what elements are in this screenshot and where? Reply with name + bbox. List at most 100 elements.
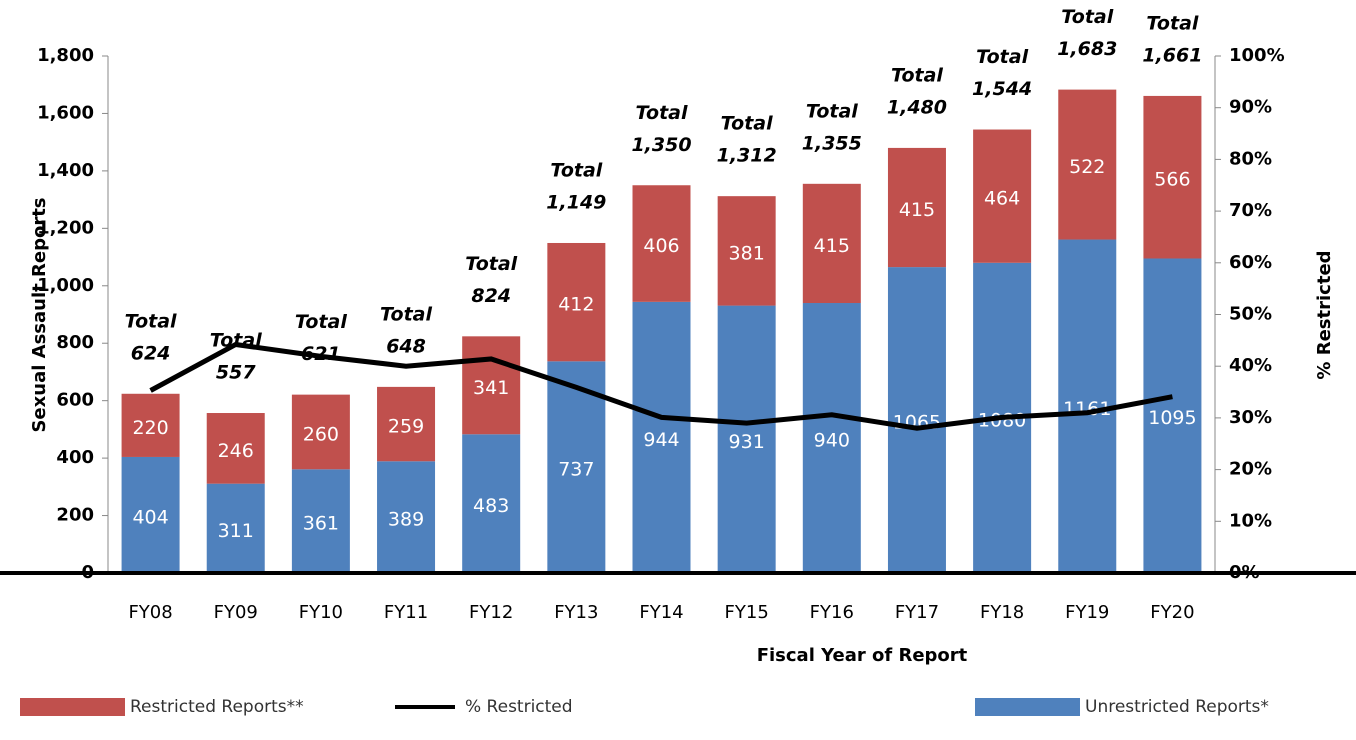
x-tick-label: FY12 [469, 602, 513, 623]
data-label: 931 [729, 431, 765, 453]
bar-segment [547, 242, 606, 362]
y-tick-label: 400 [56, 447, 94, 468]
x-tick-label: FY15 [725, 602, 769, 623]
bar-segment [377, 461, 436, 573]
total-prefix: Total [721, 113, 773, 135]
bar-segment [717, 196, 776, 306]
bar-segment [1143, 258, 1202, 573]
total-prefix: Total [465, 253, 517, 275]
bar-segment [121, 393, 180, 457]
bar-segment [206, 413, 265, 484]
x-axis-title: Fiscal Year of Report [757, 645, 968, 666]
total-prefix: Total [891, 64, 943, 86]
data-label: 944 [643, 429, 679, 451]
total-prefix: Total [380, 303, 432, 325]
bar-segment [632, 301, 691, 573]
y-axis-title: Sexual Assault Reports [29, 197, 50, 432]
y2-tick-label: 20% [1229, 459, 1272, 480]
legend-label: Restricted Reports** [130, 697, 304, 717]
bar-segment [291, 394, 350, 470]
x-tick-label: FY18 [980, 602, 1024, 623]
total-label: 648 [386, 335, 426, 357]
data-label: 566 [1154, 169, 1190, 191]
data-label: 406 [643, 235, 679, 257]
bar-segment [802, 183, 861, 304]
bar-segment [121, 456, 180, 573]
y2-tick-label: 50% [1229, 304, 1272, 325]
y-tick-label: 1,200 [37, 217, 94, 238]
y-tick-label: 200 [56, 505, 94, 526]
x-tick-label: FY20 [1150, 602, 1194, 623]
x-tick-label: FY08 [128, 602, 172, 623]
legend-swatch [975, 698, 1080, 716]
y-tick-label: 1,600 [37, 102, 94, 123]
total-prefix: Total [125, 310, 177, 332]
y2-axis-title: % Restricted [1314, 250, 1335, 379]
data-label: 1095 [1148, 407, 1196, 429]
total-prefix: Total [295, 311, 347, 333]
x-tick-label: FY17 [895, 602, 939, 623]
bar-segment [377, 386, 436, 462]
bar-segment [887, 147, 946, 268]
total-prefix: Total [1146, 12, 1198, 34]
legend-label: % Restricted [465, 697, 573, 717]
total-prefix: Total [976, 46, 1028, 68]
data-label: 260 [303, 423, 339, 445]
total-label: 824 [471, 285, 511, 307]
bar-segment [462, 434, 521, 573]
bar-segment [887, 267, 946, 573]
y2-tick-label: 100% [1229, 45, 1285, 66]
total-label: 1,661 [1142, 44, 1202, 66]
y-tick-label: 800 [56, 332, 94, 353]
legend-label: Unrestricted Reports* [1085, 697, 1269, 717]
data-label: 404 [132, 506, 168, 528]
y2-tick-label: 90% [1229, 97, 1272, 118]
data-label: 220 [132, 417, 168, 439]
x-tick-label: FY11 [384, 602, 428, 623]
y2-tick-label: 60% [1229, 252, 1272, 273]
total-label: 557 [216, 362, 256, 384]
data-label: 259 [388, 416, 424, 438]
x-tick-label: FY16 [810, 602, 854, 623]
bar-segment [1058, 239, 1117, 573]
bar-segment [717, 305, 776, 573]
total-label: 1,683 [1057, 38, 1117, 60]
y2-tick-label: 70% [1229, 200, 1272, 221]
data-label: 341 [473, 377, 509, 399]
data-label: 381 [729, 242, 765, 264]
bar-segment [973, 129, 1032, 263]
data-label: 361 [303, 513, 339, 535]
total-prefix: Total [806, 100, 858, 122]
y2-tick-label: 30% [1229, 407, 1272, 428]
data-label: 464 [984, 188, 1020, 210]
data-label: 737 [558, 459, 594, 481]
data-label: 389 [388, 509, 424, 531]
data-label: 311 [218, 520, 254, 542]
line-series [149, 341, 1173, 431]
y2-tick-label: 40% [1229, 355, 1272, 376]
bar-segment [462, 336, 521, 435]
total-label: 1,312 [717, 145, 777, 167]
total-prefix: Total [636, 102, 688, 124]
data-label: 522 [1069, 156, 1105, 178]
data-label: 940 [814, 430, 850, 452]
total-label: 1,350 [631, 134, 691, 156]
total-label: 1,480 [887, 96, 947, 118]
data-label: 415 [814, 235, 850, 257]
y-tick-label: 1,400 [37, 160, 94, 181]
bar-segment [1143, 95, 1202, 259]
y2-tick-label: 80% [1229, 148, 1272, 169]
x-tick-label: FY09 [214, 602, 258, 623]
y2-tick-label: 10% [1229, 510, 1272, 531]
x-tick-label: FY13 [554, 602, 598, 623]
total-label: 1,149 [546, 191, 606, 213]
y-tick-label: 600 [56, 390, 94, 411]
x-tick-label: FY10 [299, 602, 343, 623]
bar-segment [206, 483, 265, 573]
x-tick-label: FY19 [1065, 602, 1109, 623]
x-tick-label: FY14 [639, 602, 683, 623]
bar-segment [802, 303, 861, 573]
total-label: 1,544 [972, 78, 1032, 100]
bar-segment [632, 185, 691, 302]
